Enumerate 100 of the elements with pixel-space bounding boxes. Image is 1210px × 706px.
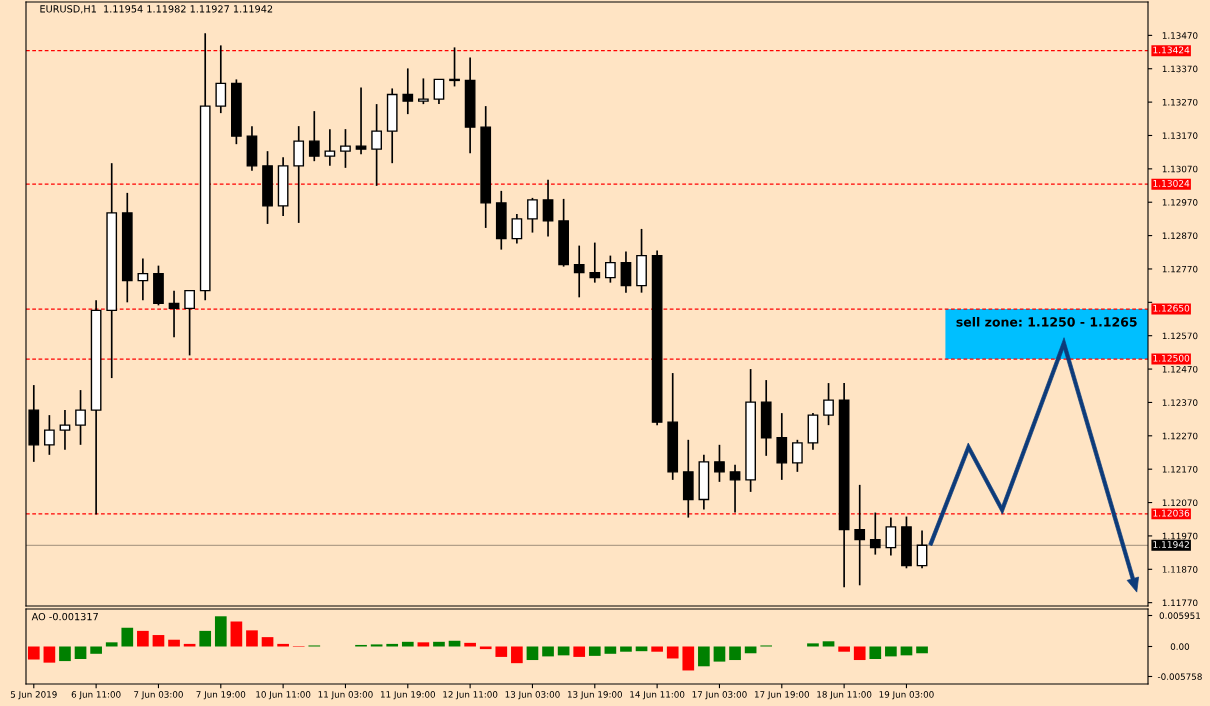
y-tick-label: 1.13170 bbox=[1162, 132, 1198, 139]
bar bbox=[542, 646, 554, 657]
candlestick bbox=[511, 213, 523, 245]
bar bbox=[214, 616, 227, 647]
y-tick-label: 1.12870 bbox=[1162, 232, 1198, 240]
candlestick bbox=[355, 86, 367, 156]
bar bbox=[401, 641, 414, 647]
bar bbox=[822, 641, 835, 647]
bar bbox=[27, 646, 40, 660]
bar bbox=[246, 630, 258, 647]
candlestick bbox=[340, 128, 351, 169]
candlestick bbox=[916, 529, 928, 570]
ref-line-label: 1.13024 bbox=[1153, 179, 1190, 187]
bar bbox=[152, 635, 165, 647]
candlestick bbox=[449, 46, 460, 88]
candlestick bbox=[418, 77, 429, 105]
bar bbox=[588, 646, 601, 656]
bar bbox=[666, 646, 679, 659]
y-tick-label: 1.13070 bbox=[1162, 165, 1198, 173]
bar bbox=[386, 643, 399, 647]
y-tick-label: 0.00 bbox=[1170, 643, 1190, 650]
x-tick-label: 13 Jun 03:00 bbox=[505, 691, 560, 700]
annotation: AO -0.001317 bbox=[31, 612, 98, 621]
bar bbox=[261, 637, 274, 647]
candlestick bbox=[402, 67, 414, 115]
bar bbox=[604, 646, 617, 654]
candlestick bbox=[620, 250, 632, 294]
bar bbox=[199, 630, 212, 647]
candlestick bbox=[215, 44, 227, 114]
x-tick-label: 13 Jun 19:00 bbox=[567, 691, 622, 700]
y-tick-label: 1.12270 bbox=[1162, 432, 1198, 440]
x-tick-label: 10 Jun 11:00 bbox=[256, 691, 311, 700]
y-tick-label: 1.13370 bbox=[1162, 65, 1198, 73]
bar bbox=[230, 621, 243, 647]
chart-title: EURUSD,H1 1.11954 1.11982 1.11927 1.11942 bbox=[40, 5, 273, 14]
bar bbox=[526, 646, 539, 661]
bar bbox=[511, 646, 523, 664]
bar bbox=[183, 643, 196, 647]
x-tick-label: 19 Jun 03:00 bbox=[879, 691, 934, 700]
ref-line-label: 1.13424 bbox=[1153, 46, 1190, 54]
x-tick-label: 5 Jun 2019 bbox=[10, 691, 57, 700]
bar bbox=[729, 646, 741, 661]
ref-line-label: 1.12500 bbox=[1153, 354, 1190, 362]
bar bbox=[121, 627, 134, 647]
candlestick bbox=[885, 516, 897, 557]
candlestick bbox=[137, 257, 149, 302]
x-tick-label: 14 Jun 11:00 bbox=[630, 691, 685, 700]
candlestick bbox=[573, 244, 585, 299]
candlestick bbox=[308, 110, 320, 163]
y-tick-label: 1.12970 bbox=[1162, 199, 1198, 206]
x-tick-label: 18 Jun 11:00 bbox=[817, 691, 872, 700]
bar bbox=[885, 646, 897, 657]
candlestick bbox=[792, 438, 803, 473]
ref-line-label: 1.12650 bbox=[1153, 304, 1190, 312]
ref-line-label: 1.11942 bbox=[1153, 541, 1189, 548]
bar bbox=[59, 646, 71, 662]
bar bbox=[853, 646, 866, 661]
y-tick-label: 1.12570 bbox=[1162, 332, 1198, 340]
bar bbox=[807, 643, 819, 647]
bar bbox=[74, 646, 87, 659]
bar bbox=[464, 642, 476, 647]
y-tick-label: 1.12770 bbox=[1162, 265, 1198, 273]
bar bbox=[277, 643, 289, 647]
candlestick bbox=[184, 289, 195, 357]
y-tick-label: 0.005951 bbox=[1159, 612, 1201, 619]
candlestick bbox=[75, 389, 86, 446]
y-tick-label: 1.12370 bbox=[1162, 399, 1198, 406]
bar bbox=[433, 641, 445, 647]
bar bbox=[370, 644, 383, 647]
bar bbox=[43, 646, 56, 663]
y-tick-label: 1.11870 bbox=[1162, 566, 1198, 573]
candlestick bbox=[324, 128, 336, 167]
candlestick bbox=[59, 409, 71, 451]
x-tick-label: 12 Jun 11:00 bbox=[443, 691, 498, 700]
x-tick-label: 17 Jun 19:00 bbox=[754, 691, 809, 700]
band-label: sell zone: 1.1250 - 1.1265 bbox=[956, 316, 1137, 327]
bar bbox=[713, 646, 726, 662]
candlestick bbox=[729, 464, 741, 514]
candlestick bbox=[527, 197, 538, 234]
candlestick bbox=[168, 289, 180, 339]
bar bbox=[495, 646, 508, 657]
candlestick bbox=[823, 382, 834, 426]
y-tick-label: 1.12470 bbox=[1162, 365, 1198, 373]
candlestick bbox=[371, 103, 382, 187]
bar bbox=[838, 646, 850, 652]
candlestick bbox=[714, 443, 725, 483]
bar bbox=[916, 646, 928, 654]
x-tick-label: 11 Jun 19:00 bbox=[380, 691, 435, 700]
x-tick-label: 6 Jun 11:00 bbox=[71, 691, 121, 700]
candlestick bbox=[869, 511, 881, 556]
candlestick bbox=[542, 179, 554, 238]
bar bbox=[620, 646, 632, 652]
candlestick bbox=[854, 484, 866, 587]
y-tick-label: 1.13470 bbox=[1162, 32, 1198, 39]
x-tick-label: 7 Jun 03:00 bbox=[134, 691, 183, 700]
x-tick-label: 11 Jun 03:00 bbox=[318, 691, 373, 700]
y-tick-label: 1.12070 bbox=[1162, 499, 1198, 506]
bar bbox=[90, 646, 102, 654]
bar bbox=[682, 646, 695, 671]
y-tick-label: 1.11770 bbox=[1162, 599, 1198, 607]
